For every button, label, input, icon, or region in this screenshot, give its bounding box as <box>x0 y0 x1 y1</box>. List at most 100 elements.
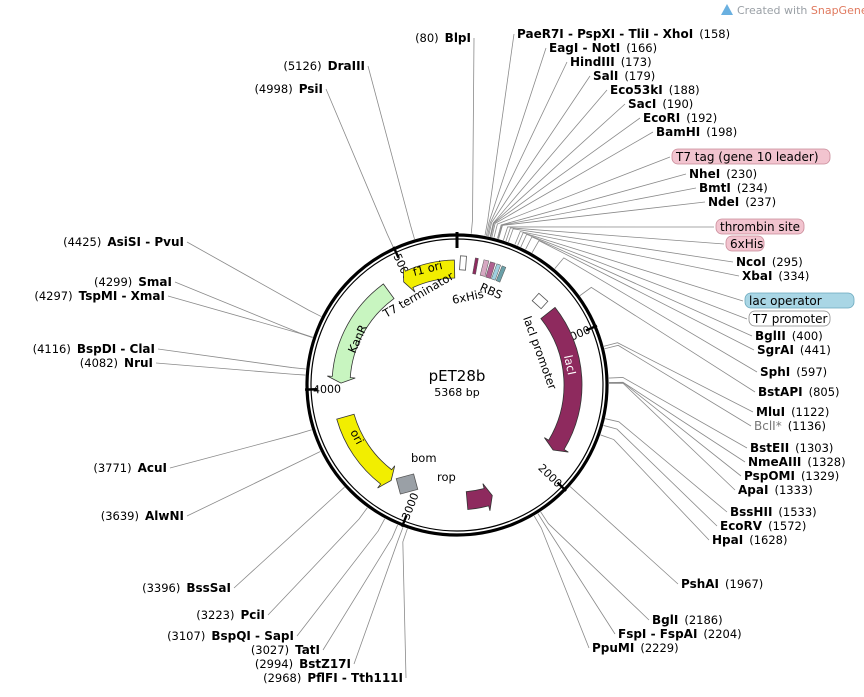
enzyme-label: (5126) DraIII <box>283 59 365 73</box>
leader-line <box>485 47 547 236</box>
feature-box <box>744 292 855 309</box>
leader-line <box>531 240 755 351</box>
enzyme-label: (3771) AcuI <box>93 461 167 475</box>
lac-operator-mark <box>491 263 501 281</box>
plasmid-size: 5368 bp <box>434 386 479 399</box>
leader-line <box>533 515 590 649</box>
leader-line <box>579 286 756 393</box>
enzyme-label: HpaI (1628) <box>712 533 787 547</box>
enzyme-label: NmeAIII (1328) <box>748 455 846 469</box>
enzyme-label: (3639) AlwNI <box>101 509 184 523</box>
six-his-mark <box>472 257 479 275</box>
leader-line <box>554 257 758 373</box>
enzyme-label: SalI (179) <box>593 69 655 83</box>
leader-line <box>497 173 687 239</box>
leader-line <box>604 344 752 427</box>
enzyme-label: (4082) NruI <box>80 356 153 370</box>
enzyme-leader-lines <box>155 33 758 679</box>
enzyme-label: BglI (2186) <box>652 613 723 627</box>
leader-line <box>325 88 394 248</box>
enzyme-label: (2994) BstZ17I <box>255 657 351 671</box>
leader-line <box>491 131 654 238</box>
credit-text: Created with SnapGene® <box>737 4 864 17</box>
enzyme-label: EcoRI (192) <box>643 111 717 125</box>
leader-line <box>157 348 306 370</box>
backbone-outer-ring <box>305 233 609 537</box>
features <box>327 259 583 511</box>
rbs-mark-1 <box>479 259 490 277</box>
leader-line <box>505 227 725 245</box>
enzyme-label: (4116) BspDI - ClaI <box>33 342 155 356</box>
enzyme-label: PshAI (1967) <box>681 577 763 591</box>
leader-line <box>525 236 753 337</box>
enzyme-label: BclI* (1136) <box>754 419 826 433</box>
enzyme-label: (4425) AsiSI - PvuI <box>63 235 184 249</box>
leader-line <box>540 511 650 621</box>
tick-mark <box>585 324 598 332</box>
enzyme-label: BmtI (234) <box>699 181 768 195</box>
enzyme-label: (3107) BspQI - SapI <box>167 629 294 643</box>
tick-mark <box>556 481 567 492</box>
feature-box <box>725 235 765 252</box>
enzyme-label: PpuMI (2229) <box>592 641 679 655</box>
feature-f1-ori <box>403 259 456 293</box>
lacI-promoter-mark <box>531 292 549 310</box>
tick-label: 3000 <box>399 491 421 522</box>
leader-line <box>608 381 746 463</box>
leader-line <box>493 156 671 238</box>
feature-box <box>748 310 831 327</box>
feature-kanr <box>327 283 395 384</box>
enzyme-label: XbaI (334) <box>742 269 809 283</box>
enzyme-label: BamHI (198) <box>656 125 737 139</box>
leader-line <box>608 382 736 491</box>
leader-line <box>296 518 386 637</box>
tick-mark <box>392 246 400 259</box>
leader-line <box>569 486 679 585</box>
leader-line <box>322 524 398 651</box>
enzyme-label: (80) BlpI <box>415 31 471 45</box>
leader-line <box>174 281 313 338</box>
enzyme-label: NdeI (237) <box>708 195 776 209</box>
leader-line <box>600 434 710 541</box>
leader-line <box>470 37 475 234</box>
enzyme-label: BssHII (1533) <box>730 505 817 519</box>
feature-box-label: thrombin site <box>720 220 800 234</box>
rop-label: rop <box>437 470 456 484</box>
leader-line <box>603 342 754 413</box>
leader-line <box>267 507 368 616</box>
tick-label: 4000 <box>313 383 341 397</box>
enzyme-label: NheI (230) <box>689 167 757 181</box>
enzyme-label: (4998) PsiI <box>254 82 323 96</box>
six-his-label: 6xHis <box>451 287 485 307</box>
enzyme-label: SgrAI (441) <box>757 343 831 357</box>
leader-line <box>186 241 322 317</box>
leader-line <box>186 451 321 517</box>
enzyme-label: Eco53kI (188) <box>610 83 700 97</box>
plasmid-backbone <box>305 232 609 537</box>
feature-laci <box>540 306 583 453</box>
enzyme-label: SacI (190) <box>628 97 693 111</box>
leader-line <box>490 117 641 237</box>
enzyme-label: PaeR7I - PspXI - TliI - XhoI (158) <box>517 27 730 41</box>
rbs-mark-2 <box>485 261 496 279</box>
enzyme-label: ApaI (1333) <box>738 483 813 497</box>
leader-line <box>487 61 568 237</box>
snapgene-logo-icon <box>721 4 733 15</box>
enzyme-label: EagI - NotI (166) <box>549 41 657 55</box>
leader-line <box>353 526 404 665</box>
leader-line <box>603 425 718 527</box>
leader-line <box>169 429 312 469</box>
tick-mark <box>400 515 408 528</box>
leader-line <box>155 362 306 376</box>
leader-line <box>498 201 706 239</box>
enzyme-label: HindIII (173) <box>570 55 652 69</box>
leader-line <box>608 382 742 477</box>
leader-line <box>520 233 748 320</box>
feature-ori <box>336 413 396 489</box>
credit-brand: SnapGene <box>811 4 864 17</box>
bom-label: bom <box>411 451 437 465</box>
enzyme-label: (3396) BssSaI <box>142 581 231 595</box>
enzyme-label: BglII (400) <box>755 329 823 343</box>
enzyme-label: BstAPI (805) <box>758 385 840 399</box>
leader-line <box>367 65 415 240</box>
